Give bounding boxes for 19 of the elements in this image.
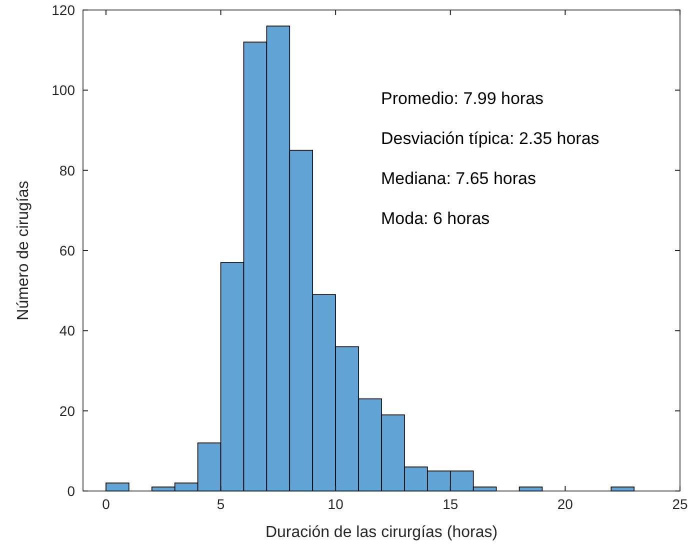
y-tick-label: 20 (59, 402, 76, 419)
x-tick-label: 0 (102, 496, 110, 512)
annotation: Moda: 6 horas (381, 209, 490, 228)
y-tick-label: 0 (67, 483, 76, 499)
x-axis-title: Duración de las cirurgías (horas) (265, 524, 498, 541)
x-tick-label: 20 (557, 496, 574, 512)
y-tick-label: 80 (59, 162, 76, 178)
annotation: Desviación típica: 2.35 horas (381, 129, 600, 148)
annotation: Promedio: 7.99 horas (381, 89, 544, 108)
x-tick-label: 5 (216, 496, 225, 512)
y-axis-title: Número de cirugías (15, 180, 32, 320)
y-tick-label: 60 (59, 242, 76, 258)
x-tick-label: 10 (328, 496, 344, 512)
x-tick-label: 15 (442, 496, 458, 512)
y-tick-label: 40 (59, 322, 76, 339)
x-tick-label: 25 (672, 496, 688, 512)
y-tick-label: 100 (52, 82, 76, 98)
annotation: Mediana: 7.65 horas (381, 169, 536, 188)
y-tick-label: 120 (52, 2, 76, 18)
